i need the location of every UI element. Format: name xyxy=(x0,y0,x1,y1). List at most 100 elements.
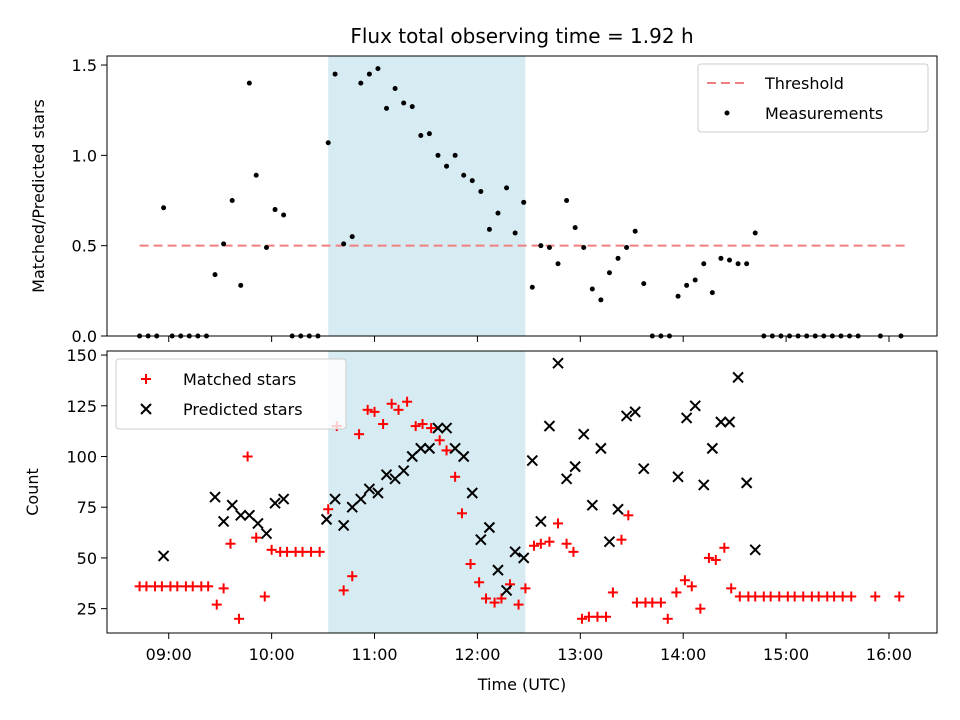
measurement-point xyxy=(263,244,269,250)
matched-star-point xyxy=(266,544,277,555)
predicted-star-point xyxy=(157,550,170,562)
measurement-point xyxy=(332,71,338,77)
predicted-star-point xyxy=(578,428,590,440)
predicted-star-point xyxy=(689,400,701,412)
matched-star-point xyxy=(211,599,222,610)
predicted-star-point xyxy=(569,460,581,473)
matched-star-point xyxy=(601,611,612,622)
predicted-star-point xyxy=(449,442,461,455)
bottom-x-tick-label: 09:00 xyxy=(146,645,192,664)
predicted-star-point xyxy=(320,513,333,526)
predicted-star-point xyxy=(475,533,487,546)
predicted-star-point xyxy=(217,515,230,528)
matched-star-point xyxy=(671,587,682,598)
bottom-y-tick-label: 25 xyxy=(77,600,97,619)
bottom-legend-box xyxy=(115,358,347,430)
matched-star-point xyxy=(450,471,461,482)
measurement-point xyxy=(529,284,535,290)
predicted-star-point xyxy=(260,527,273,540)
matched-star-point xyxy=(187,581,198,592)
predicted-star-point xyxy=(235,509,247,522)
predicted-star-point xyxy=(552,357,564,369)
measurement-point xyxy=(564,198,570,204)
predicted-star-point xyxy=(629,406,641,418)
measurement-point xyxy=(555,261,561,267)
bottom-y-tick-label: 150 xyxy=(66,346,97,365)
top-y-tick-label: 1.5 xyxy=(72,56,97,75)
measurement-point xyxy=(752,230,758,236)
predicted-star-point xyxy=(243,509,256,522)
bottom-highlight-span xyxy=(328,351,526,633)
matched-star-point xyxy=(894,591,905,602)
predicted-star-point xyxy=(672,471,684,483)
bottom-x-ticks: 09:00 10:00 11:00 12:00 13:00 14:00 15:00 16:00 xyxy=(146,633,912,664)
predicted-star-point xyxy=(732,371,744,384)
matched-star-point xyxy=(765,591,776,602)
measurement-point xyxy=(581,244,587,250)
measurement-point xyxy=(229,198,235,204)
top-y-axis-label: Matched/Predicted stars xyxy=(29,99,48,293)
top-legend-box xyxy=(697,63,929,133)
matched-star-point xyxy=(225,538,236,549)
predicted-star-point xyxy=(638,462,650,475)
predicted-star-point xyxy=(723,416,736,428)
matched-star-point xyxy=(553,518,564,529)
legend-threshold-label: Threshold xyxy=(764,74,844,93)
measurement-point xyxy=(735,261,741,267)
predicted-star-point xyxy=(526,454,538,467)
predicted-star-point xyxy=(226,499,238,511)
matched-star-point xyxy=(434,435,445,446)
predicted-star-point xyxy=(209,491,221,503)
predicted-star-point xyxy=(337,519,350,532)
matched-star-point xyxy=(719,542,730,553)
matched-star-point xyxy=(695,603,706,614)
legend-predicted-marker xyxy=(140,403,152,415)
count-points xyxy=(134,357,905,624)
measurement-point xyxy=(161,205,167,211)
measurement-point xyxy=(469,178,475,184)
predicted-star-point xyxy=(612,503,624,515)
predicted-star-point xyxy=(277,493,290,505)
predicted-star-point xyxy=(269,497,281,509)
measurement-point xyxy=(572,225,578,231)
bottom-panel: 25 50 75 100 125 150 09:00 10:00 11:00 12:00 13:0… xyxy=(23,346,938,694)
predicted-star-point xyxy=(389,473,401,485)
measurement-point xyxy=(246,80,252,86)
bottom-axes-frame xyxy=(106,350,938,634)
measurement-point xyxy=(401,100,407,106)
measurement-point xyxy=(426,131,432,137)
measurement-point xyxy=(281,212,287,218)
matched-star-point xyxy=(520,583,531,594)
matched-star-point xyxy=(750,591,761,602)
matched-star-point xyxy=(297,546,308,557)
measurement-point xyxy=(486,226,492,232)
measurement-point xyxy=(744,261,750,267)
measurement-point xyxy=(701,261,707,267)
measurement-point xyxy=(641,281,647,287)
matched-star-point xyxy=(837,591,848,602)
predicted-star-point xyxy=(355,493,367,505)
chart-title: Flux total observing time = 1.92 h xyxy=(350,24,693,48)
predicted-star-point xyxy=(466,487,478,499)
predicted-star-point xyxy=(432,422,444,434)
matched-star-point xyxy=(465,559,476,570)
measurement-point xyxy=(349,234,355,240)
matched-star-point xyxy=(393,404,404,415)
top-y-tick-label: 0.0 xyxy=(72,327,97,346)
matched-star-point xyxy=(686,581,697,592)
measurement-point xyxy=(598,297,604,303)
legend-matched-label: Matched stars xyxy=(183,370,296,389)
matched-star-point xyxy=(655,597,666,608)
measurement-point xyxy=(409,104,415,110)
matched-star-point xyxy=(813,591,824,602)
matched-star-point xyxy=(259,591,270,602)
bottom-y-tick-label: 50 xyxy=(77,549,97,568)
matched-star-point xyxy=(172,581,183,592)
predicted-star-point xyxy=(543,420,556,432)
matched-star-point xyxy=(402,396,413,407)
measurement-point xyxy=(632,228,638,234)
measurement-point xyxy=(325,140,331,146)
matched-star-point xyxy=(535,538,546,549)
measurement-point xyxy=(238,282,244,288)
